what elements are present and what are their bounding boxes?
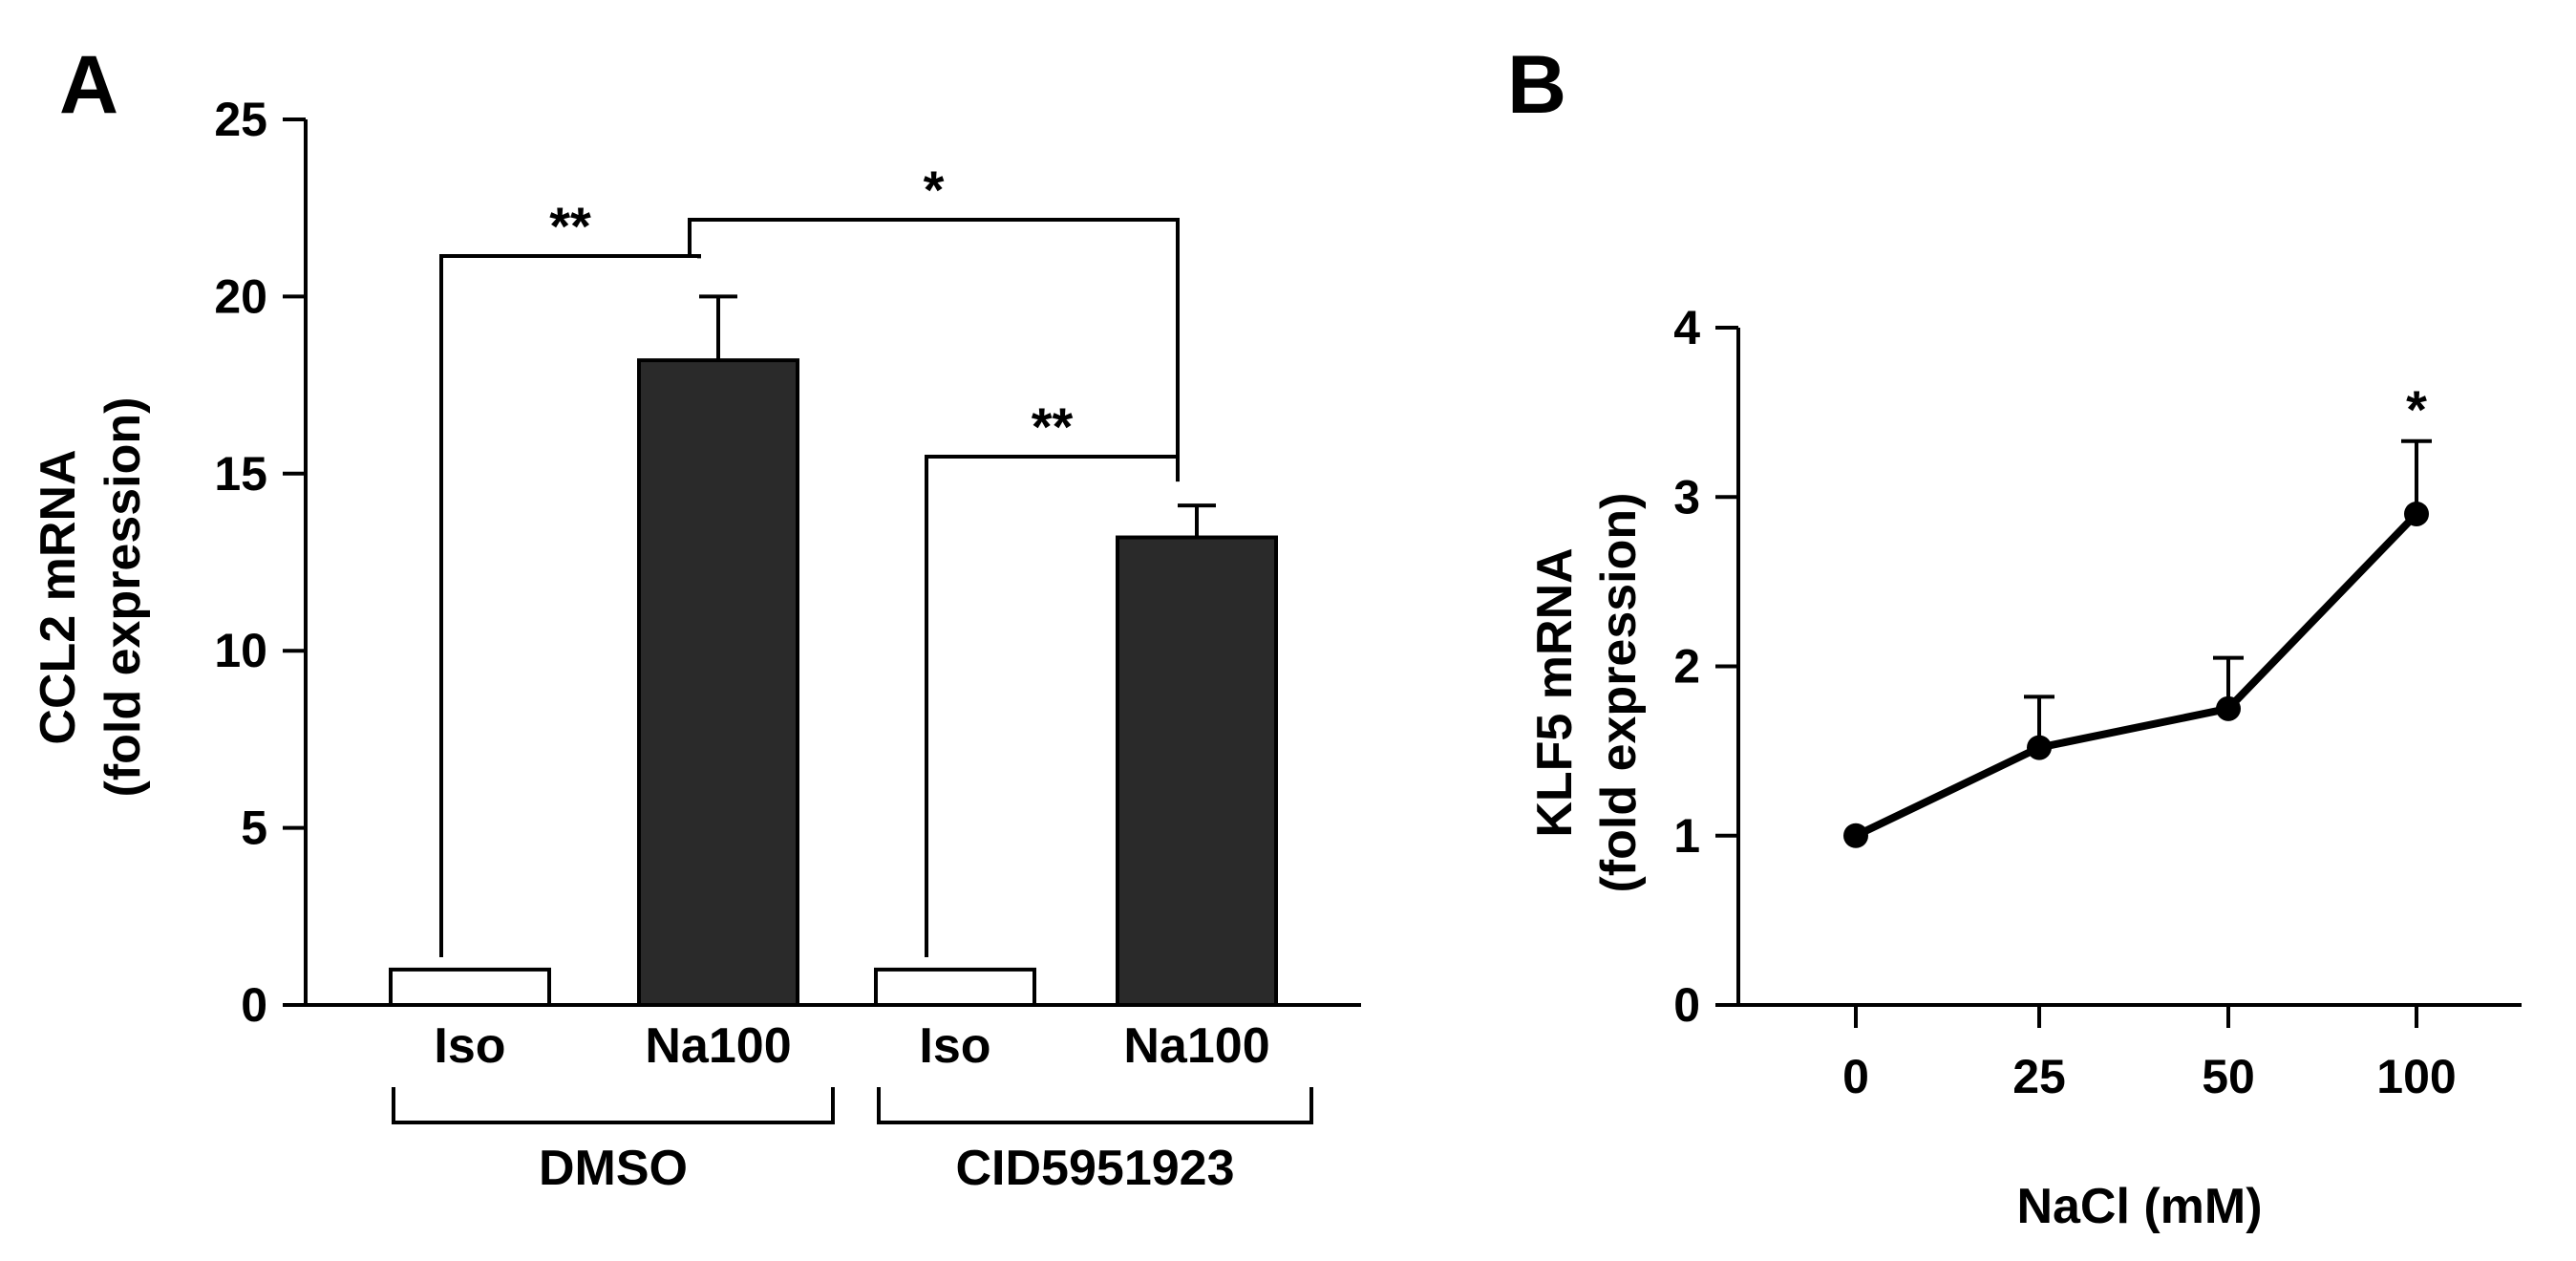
- panel-a-significance-label: *: [924, 160, 945, 220]
- panel-b-x-tick-label: 50: [2202, 1050, 2255, 1103]
- panel-a-group-label: DMSO: [539, 1141, 688, 1196]
- panel-a-bars: [389, 294, 1278, 1008]
- panel-a-significance: *****: [439, 160, 1180, 957]
- panel-b-data-point: [2404, 501, 2429, 526]
- panel-b-data-point: [1843, 823, 1868, 848]
- panel-b-x-tick-label: 100: [2376, 1050, 2456, 1103]
- panel-a-bar: [389, 967, 551, 1007]
- panel-b-y-axis-title: KLF5 mRNA: [1527, 547, 1583, 837]
- panel-b-axes: [1736, 328, 2522, 1007]
- panel-b-data-point: [2027, 735, 2052, 760]
- panel-a-significance-label: **: [1032, 396, 1074, 457]
- panel-b-letter: B: [1507, 39, 1566, 131]
- panel-a-bar: [1116, 535, 1278, 1007]
- panel-b-line-chart: B 0 1 2 3 4 0 25 50 100 * KLF5 mRNA (fold expre…: [1507, 39, 2522, 1234]
- panel-a-y-axis-title: CCL2 mRNA: [31, 449, 86, 744]
- panel-a-y-tick-label: 10: [214, 624, 267, 677]
- panel-a-category-label: Iso: [434, 1018, 505, 1074]
- panel-a-significance-bracket: [925, 455, 1180, 957]
- panel-a-y-tick-label: 25: [214, 93, 267, 146]
- panel-a-group-bracket: [877, 1087, 1313, 1124]
- panel-b-x-tick-label: 25: [2012, 1050, 2066, 1103]
- panel-a-y-tick-label: 15: [214, 447, 267, 501]
- panel-b-series-line: [1854, 511, 2419, 840]
- panel-a-category-label: Na100: [645, 1018, 791, 1074]
- panel-b-y-axis-subtitle: (fold expression): [1591, 493, 1647, 893]
- panel-b-y-tick-label: 3: [1673, 470, 1700, 524]
- panel-a-bar: [874, 967, 1036, 1007]
- panel-b-y-tick-label: 4: [1673, 301, 1700, 354]
- panel-a-y-ticks: 0 5 10 15 20 25: [214, 93, 306, 1032]
- panel-b-series: *: [1843, 379, 2432, 848]
- panel-b-x-tick-label: 0: [1842, 1050, 1869, 1103]
- panel-a-significance-label: **: [549, 196, 591, 256]
- panel-a-y-tick-label: 20: [214, 269, 267, 323]
- panel-a-letter: A: [59, 39, 118, 131]
- panel-a-category-labels: Iso Na100 Iso Na100 DMSO CID5951923: [392, 1018, 1313, 1196]
- panel-b-y-tick-label: 1: [1673, 809, 1700, 863]
- panel-b-significance-label: *: [2406, 379, 2427, 439]
- panel-a-significance-bracket: [439, 254, 701, 957]
- panel-a-bar: [637, 358, 799, 1008]
- panel-b-x-ticks: 0 25 50 100: [1842, 1005, 2457, 1103]
- panel-a-category-label: Iso: [919, 1018, 990, 1074]
- panel-b-y-tick-label: 0: [1673, 978, 1700, 1032]
- panel-a-category-label: Na100: [1123, 1018, 1269, 1074]
- panel-b-data-point: [2216, 695, 2241, 721]
- panel-a-group-bracket: [392, 1087, 835, 1124]
- panel-b-y-tick-label: 2: [1673, 640, 1700, 694]
- panel-a-significance-bracket: [688, 218, 1180, 457]
- panel-b-y-ticks: 0 1 2 3 4: [1673, 301, 1738, 1032]
- panel-b-x-axis-title: NaCl (mM): [2016, 1179, 2262, 1234]
- panel-a-y-tick-label: 0: [241, 978, 267, 1032]
- panel-a-y-tick-label: 5: [241, 801, 267, 855]
- panel-a-group-label: CID5951923: [956, 1141, 1235, 1196]
- panel-a-y-axis-subtitle: (fold expression): [96, 397, 151, 798]
